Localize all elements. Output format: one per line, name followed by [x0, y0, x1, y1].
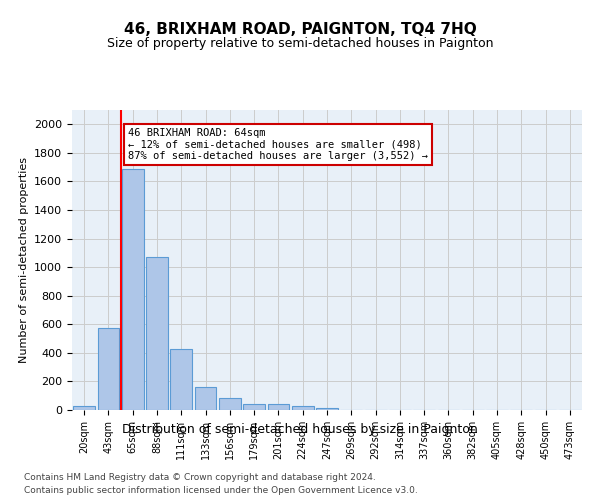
- Text: 46, BRIXHAM ROAD, PAIGNTON, TQ4 7HQ: 46, BRIXHAM ROAD, PAIGNTON, TQ4 7HQ: [124, 22, 476, 38]
- Bar: [219, 398, 241, 410]
- Bar: [170, 348, 192, 410]
- Y-axis label: Number of semi-detached properties: Number of semi-detached properties: [19, 157, 29, 363]
- Bar: [122, 168, 143, 410]
- Bar: [73, 406, 95, 410]
- Bar: [97, 328, 119, 410]
- Bar: [146, 257, 168, 410]
- Bar: [243, 404, 265, 410]
- Text: Contains HM Land Registry data © Crown copyright and database right 2024.: Contains HM Land Registry data © Crown c…: [24, 472, 376, 482]
- Bar: [316, 408, 338, 410]
- Text: Contains public sector information licensed under the Open Government Licence v3: Contains public sector information licen…: [24, 486, 418, 495]
- Text: Distribution of semi-detached houses by size in Paignton: Distribution of semi-detached houses by …: [122, 422, 478, 436]
- Bar: [194, 387, 217, 410]
- Text: 46 BRIXHAM ROAD: 64sqm
← 12% of semi-detached houses are smaller (498)
87% of se: 46 BRIXHAM ROAD: 64sqm ← 12% of semi-det…: [128, 128, 428, 161]
- Text: Size of property relative to semi-detached houses in Paignton: Size of property relative to semi-detach…: [107, 38, 493, 51]
- Bar: [292, 406, 314, 410]
- Bar: [268, 404, 289, 410]
